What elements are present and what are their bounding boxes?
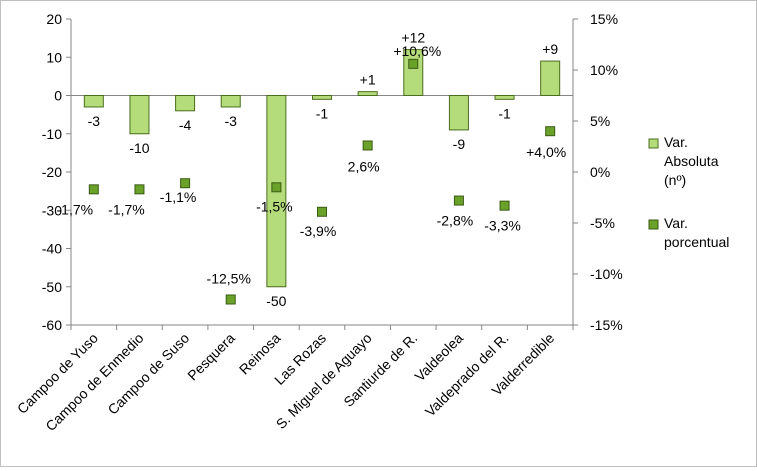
marker-data-label: +10,6% — [393, 43, 441, 59]
y-left-tick-label: -30 — [42, 202, 62, 218]
y-right-tick-label: -10% — [590, 266, 623, 282]
bar-data-label: -10 — [129, 140, 149, 156]
x-tick-label: Campoo de Suso — [104, 330, 192, 418]
legend: Var. Absoluta (nº) Var. porcentual — [648, 134, 729, 250]
y-right-tick-label: 0% — [590, 164, 610, 180]
bar-data-label: -3 — [88, 113, 101, 129]
y-left-tick-label: -50 — [42, 279, 62, 295]
data-labels-group: -3 -10 -4 -3 -50 -1 +1 +12 -9 -1 +9 -1,7% -1,7% -1,1%… — [57, 30, 567, 309]
bar-var-absoluta — [494, 95, 515, 100]
y-right-tick-label: 5% — [590, 113, 610, 129]
bar-var-absoluta — [220, 95, 241, 108]
marker-var-porcentual — [225, 294, 236, 305]
legend-label: (nº) — [664, 172, 686, 188]
marker-var-porcentual — [88, 184, 99, 195]
x-tick-label: Campoo de Yuso — [14, 330, 101, 417]
marker-data-label: 2,6% — [348, 158, 380, 174]
bar-data-label: +1 — [360, 72, 376, 88]
y-right-tick-label: -15% — [590, 317, 623, 333]
marker-var-porcentual — [545, 126, 556, 137]
marker-data-label: -2,8% — [437, 213, 474, 229]
marker-var-porcentual — [271, 182, 282, 193]
y-left-tick-label: 10 — [46, 49, 62, 65]
marker-var-porcentual — [362, 140, 373, 151]
marker-var-porcentual — [499, 200, 510, 211]
y-left-tick-label: 20 — [46, 11, 62, 27]
x-tick-label: Valdeprado del R. — [422, 330, 512, 420]
legend-label: Absoluta — [664, 153, 719, 169]
marker-var-porcentual — [180, 178, 191, 189]
marker-data-label: -1,1% — [160, 189, 197, 205]
marker-var-porcentual — [408, 58, 419, 69]
bar-data-label: -1 — [498, 105, 511, 121]
marker-var-porcentual — [317, 206, 327, 217]
bar-data-label: -50 — [266, 293, 286, 309]
bar-var-absoluta — [129, 95, 150, 135]
legend-label: Var. — [664, 134, 688, 150]
bar-data-label: -1 — [316, 105, 329, 121]
bar-data-label: -9 — [453, 136, 466, 152]
marker-var-porcentual — [453, 195, 464, 206]
bar-var-absoluta — [357, 91, 378, 97]
x-tick-label: Pesquera — [184, 330, 238, 384]
y-left-tick-label: -10 — [42, 126, 62, 142]
marker-data-label: -3,9% — [300, 223, 337, 239]
y-right-tick-label: 10% — [590, 62, 618, 78]
y-left-tick-label: -60 — [42, 317, 62, 333]
bar-data-label: +9 — [542, 41, 558, 57]
marker-data-label: -12,5% — [207, 271, 251, 287]
bar-var-absoluta — [540, 60, 561, 96]
y-right-tick-label: -5% — [590, 215, 615, 231]
y-left-tick-label: -20 — [42, 164, 62, 180]
marker-data-label: -1,7% — [57, 201, 94, 217]
y-left-tick-label: -40 — [42, 241, 62, 257]
bar-data-label: +12 — [401, 30, 425, 46]
marker-data-label: -1,7% — [108, 201, 145, 217]
bar-var-absoluta — [448, 95, 469, 131]
bars-group — [83, 49, 561, 288]
marker-data-label: -3,3% — [484, 218, 521, 234]
legend-swatch — [648, 138, 659, 149]
legend-label: porcentual — [664, 234, 729, 250]
bar-var-absoluta — [83, 95, 104, 108]
bar-data-label: -3 — [225, 113, 238, 129]
y-right-tick-label: 15% — [590, 11, 618, 27]
marker-data-label: +4,0% — [526, 144, 566, 160]
bar-var-absoluta — [175, 95, 196, 112]
y-left-tick-label: 0 — [54, 88, 62, 104]
legend-label: Var. — [664, 215, 688, 231]
marker-data-label: -1,5% — [256, 198, 293, 214]
legend-swatch — [648, 219, 659, 230]
bar-data-label: -4 — [179, 117, 192, 133]
markers-group — [88, 58, 556, 305]
marker-var-porcentual — [134, 184, 145, 195]
bar-var-absoluta — [312, 95, 332, 100]
